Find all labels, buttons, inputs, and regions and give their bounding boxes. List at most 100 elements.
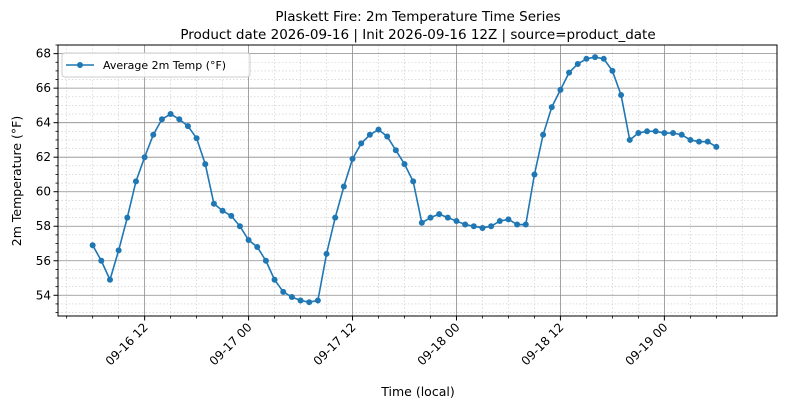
data-point — [687, 136, 694, 143]
data-point — [670, 130, 677, 137]
data-point — [444, 214, 451, 221]
data-point — [514, 221, 521, 228]
y-tick-label: 68 — [36, 47, 51, 61]
data-point — [384, 133, 391, 140]
data-point — [358, 140, 365, 147]
data-point — [618, 92, 625, 99]
x-tick-label: 09-17 12 — [311, 320, 359, 368]
data-point — [479, 224, 486, 231]
data-point — [98, 257, 105, 264]
data-point — [254, 243, 261, 250]
data-point — [531, 171, 538, 178]
data-point — [574, 60, 581, 67]
x-axis-label: Time (local) — [380, 384, 454, 399]
data-point — [488, 223, 495, 230]
data-point — [392, 147, 399, 154]
data-point — [600, 55, 607, 62]
plot-frame — [57, 44, 778, 317]
data-point — [704, 138, 711, 145]
data-point — [505, 216, 512, 223]
data-point — [713, 143, 720, 150]
data-point — [696, 138, 703, 145]
x-tick-label: 09-17 00 — [207, 320, 255, 368]
y-tick-label: 58 — [36, 219, 51, 233]
legend: Average 2m Temp (°F) — [61, 52, 251, 78]
y-axis: 54 56 58 60 62 64 66 68 — [36, 44, 58, 313]
y-tick-label: 64 — [36, 116, 51, 130]
data-point — [470, 223, 477, 230]
legend-label: Average 2m Temp (°F) — [103, 59, 226, 72]
data-point — [280, 288, 287, 295]
legend-marker-swatch — [77, 62, 83, 68]
data-point — [115, 247, 122, 254]
x-tick-label: 09-19 00 — [622, 320, 670, 368]
data-point — [436, 211, 443, 218]
y-tick-label: 66 — [36, 81, 51, 95]
x-axis: 09-16 12 09-17 00 09-17 12 09-18 00 09-18 12… — [66, 316, 743, 368]
data-point — [219, 207, 226, 214]
data-point — [262, 257, 269, 264]
data-point — [245, 237, 252, 244]
legend-box — [61, 52, 251, 78]
x-tick-label: 09-18 00 — [415, 320, 463, 368]
minor-grid — [58, 44, 777, 316]
data-point — [462, 221, 469, 228]
data-point — [132, 178, 139, 185]
data-point — [592, 54, 599, 61]
data-point — [678, 131, 685, 138]
y-tick-label: 56 — [36, 254, 51, 268]
data-point — [106, 276, 113, 283]
data-point — [306, 299, 313, 306]
data-point — [557, 86, 564, 93]
data-point — [141, 154, 148, 161]
data-point — [323, 250, 330, 257]
data-point — [210, 200, 217, 207]
data-point — [522, 221, 529, 228]
data-point — [583, 55, 590, 62]
data-point — [314, 297, 321, 304]
data-point — [176, 116, 183, 123]
data-point — [609, 67, 616, 74]
data-point — [652, 128, 659, 135]
data-point — [375, 126, 382, 133]
data-point — [566, 69, 573, 76]
data-point — [184, 123, 191, 130]
x-tick-label: 09-16 12 — [103, 320, 151, 368]
major-grid — [58, 45, 777, 316]
x-tick-label: 09-18 12 — [519, 320, 567, 368]
data-point — [202, 161, 209, 168]
y-tick-label: 54 — [36, 288, 51, 302]
data-point — [540, 131, 547, 138]
chart-title: Plaskett Fire: 2m Temperature Time Serie… — [275, 9, 560, 25]
data-point — [158, 116, 165, 123]
data-point — [496, 218, 503, 225]
data-point — [297, 297, 304, 304]
y-tick-label: 62 — [36, 150, 51, 164]
y-tick-label: 60 — [36, 185, 51, 199]
series-layer — [89, 54, 720, 306]
data-point — [236, 223, 243, 230]
data-point — [228, 212, 235, 219]
data-point — [401, 161, 408, 168]
y-axis-label: 2m Temperature (°F) — [9, 116, 24, 246]
data-point — [271, 276, 278, 283]
data-point — [89, 242, 96, 249]
data-point — [167, 111, 174, 118]
data-point — [124, 214, 131, 221]
data-point — [366, 131, 373, 138]
data-point — [349, 155, 356, 162]
data-point — [644, 128, 651, 135]
data-point — [418, 219, 425, 226]
data-point — [635, 130, 642, 137]
data-point — [288, 294, 295, 301]
data-point — [150, 131, 157, 138]
data-point — [661, 130, 668, 137]
data-point — [626, 136, 633, 143]
data-point — [548, 104, 555, 111]
data-point — [332, 214, 339, 221]
data-point — [193, 135, 200, 142]
chart-subtitle: Product date 2026-09-16 | Init 2026-09-1… — [180, 27, 655, 43]
data-point — [410, 178, 417, 185]
data-point — [340, 183, 347, 190]
